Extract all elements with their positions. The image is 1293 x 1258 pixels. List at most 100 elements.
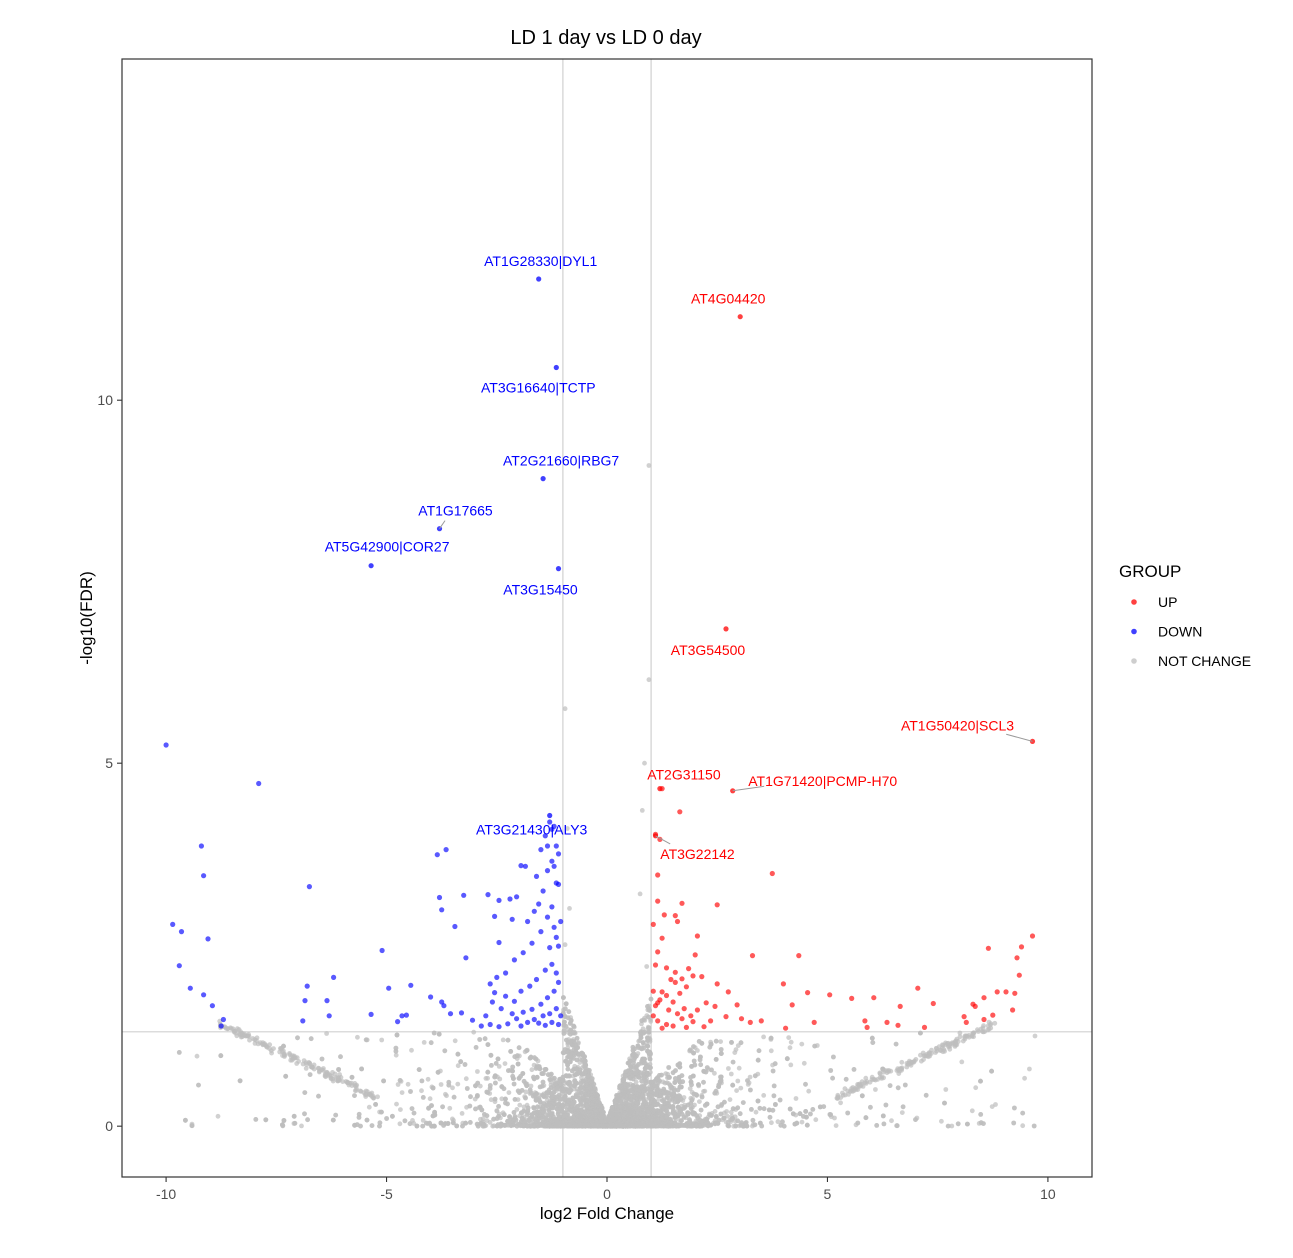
not-change-point xyxy=(1020,1123,1025,1128)
not-change-point xyxy=(494,1061,499,1066)
not-change-point xyxy=(453,1038,458,1043)
not-change-point xyxy=(552,1076,557,1081)
not-change-point xyxy=(465,1086,470,1091)
not-change-point xyxy=(406,1082,411,1087)
not-change-point xyxy=(738,1111,743,1116)
not-change-point xyxy=(741,1100,746,1105)
not-change-point xyxy=(422,1040,427,1045)
not-change-point xyxy=(475,1093,480,1098)
not-change-point xyxy=(484,1076,489,1081)
not-change-point xyxy=(305,1117,310,1122)
not-change-point xyxy=(302,1090,307,1095)
not-change-point xyxy=(352,1093,357,1098)
not-change-point xyxy=(507,1090,512,1095)
not-change-point xyxy=(517,1045,522,1050)
not-change-point xyxy=(355,1035,360,1040)
not-change-point xyxy=(1012,1106,1017,1111)
not-change-point xyxy=(956,1121,961,1126)
not-change-point xyxy=(648,1057,653,1062)
not-change-point xyxy=(364,1037,369,1042)
not-change-point xyxy=(501,1038,506,1043)
not-change-point xyxy=(738,1086,743,1091)
not-change-point xyxy=(419,1088,424,1093)
not-change-point xyxy=(1011,1121,1016,1126)
plot-panel xyxy=(122,59,1092,1177)
not-change-point xyxy=(530,1067,535,1072)
not-change-point xyxy=(493,1081,498,1086)
not-change-point xyxy=(728,1097,733,1102)
not-change-point xyxy=(788,1045,793,1050)
not-change-point xyxy=(503,1061,508,1066)
not-change-point xyxy=(946,1124,951,1129)
not-change-point xyxy=(293,1121,298,1126)
not-change-point xyxy=(701,1089,706,1094)
not-change-point xyxy=(468,1120,473,1125)
not-change-point xyxy=(333,1113,338,1118)
not-change-point xyxy=(489,1063,494,1068)
not-change-point xyxy=(474,1045,479,1050)
not-change-point xyxy=(663,1081,668,1086)
not-change-point xyxy=(778,1098,783,1103)
not-change-point xyxy=(773,1061,778,1066)
not-change-point xyxy=(889,1118,894,1123)
not-change-point xyxy=(379,1038,384,1043)
not-change-point xyxy=(868,1105,873,1110)
not-change-point xyxy=(632,1057,637,1062)
not-change-point xyxy=(838,1100,843,1105)
not-change-point xyxy=(673,1068,678,1073)
not-change-point xyxy=(513,1097,518,1102)
not-change-point xyxy=(464,1076,469,1081)
not-change-point xyxy=(709,1068,714,1073)
not-change-point xyxy=(718,1039,723,1044)
not-change-point xyxy=(443,1092,448,1097)
not-change-point xyxy=(813,1117,818,1122)
not-change-point xyxy=(408,1089,413,1094)
not-change-point xyxy=(534,1057,539,1062)
not-change-point xyxy=(471,1030,476,1035)
not-change-point xyxy=(786,1035,791,1040)
not-change-point xyxy=(761,1035,766,1040)
not-change-point xyxy=(1033,1034,1038,1039)
not-change-point xyxy=(532,1106,537,1111)
not-change-point xyxy=(900,1110,905,1115)
not-change-point xyxy=(1027,1067,1032,1072)
not-change-point xyxy=(788,1063,793,1068)
not-change-point xyxy=(831,1055,836,1060)
not-change-point xyxy=(475,1069,480,1074)
not-change-point xyxy=(697,1099,702,1104)
not-change-point xyxy=(510,1065,515,1070)
not-change-point xyxy=(973,1085,978,1090)
not-change-point xyxy=(939,1119,944,1124)
not-change-point xyxy=(810,1107,815,1112)
not-change-point xyxy=(468,1094,473,1099)
not-change-point xyxy=(772,1093,777,1098)
not-change-point xyxy=(731,1106,736,1111)
not-change-point xyxy=(316,1094,321,1099)
not-change-point xyxy=(517,1103,522,1108)
not-change-point xyxy=(794,1096,799,1101)
not-change-point xyxy=(705,1065,710,1070)
not-change-point xyxy=(428,1096,433,1101)
not-change-point xyxy=(769,1120,774,1125)
not-change-point xyxy=(799,1042,804,1047)
not-change-point xyxy=(452,1095,457,1100)
not-change-point xyxy=(761,1093,766,1098)
not-change-point xyxy=(852,1067,857,1072)
not-change-point xyxy=(701,1080,706,1085)
not-change-point xyxy=(324,1031,329,1036)
not-change-point xyxy=(540,1084,545,1089)
not-change-point xyxy=(800,1120,805,1125)
not-change-point xyxy=(494,1108,499,1113)
not-change-point xyxy=(409,1048,414,1053)
not-change-point xyxy=(832,1116,837,1121)
not-change-point xyxy=(726,1066,731,1071)
not-change-point xyxy=(493,1097,498,1102)
not-change-point xyxy=(195,1054,200,1059)
not-change-point xyxy=(970,1108,975,1113)
not-change-point xyxy=(699,1108,704,1113)
not-change-point xyxy=(398,1121,403,1126)
not-change-point xyxy=(456,1063,461,1068)
not-change-point xyxy=(913,1117,918,1122)
not-change-point xyxy=(394,1102,399,1107)
